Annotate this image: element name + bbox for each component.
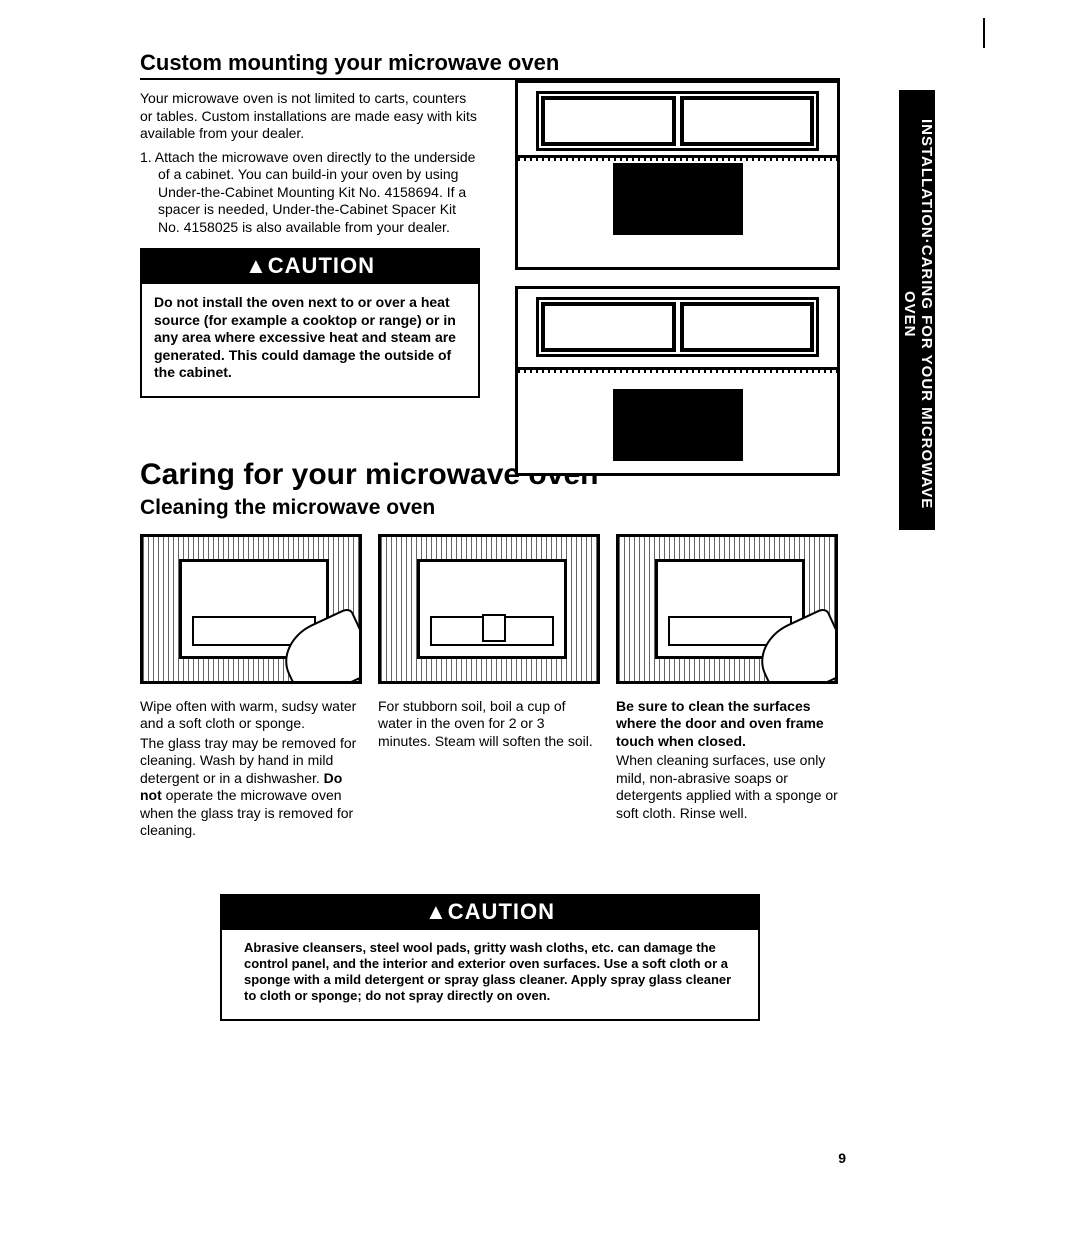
mounting-intro: Your microwave oven is not limited to ca…	[140, 90, 480, 143]
caring-section: Caring for your microwave oven Cleaning …	[140, 458, 840, 1021]
page-number: 9	[838, 1150, 846, 1166]
figure-on-counter	[515, 286, 840, 476]
cleaning-figure-1	[140, 534, 362, 684]
cleaning-text-1b: The glass tray may be removed for cleani…	[140, 735, 362, 840]
cleaning-text-2a: For stubborn soil, boil a cup of water i…	[378, 698, 600, 751]
counter-line	[518, 155, 837, 161]
page-content: Custom mounting your microwave oven Your…	[140, 50, 840, 1021]
cabinet-illustration	[536, 91, 819, 151]
cleaning-col-1: Wipe often with warm, sudsy water and a …	[140, 534, 362, 842]
cabinet-door	[680, 302, 815, 352]
cabinet-door	[680, 96, 815, 146]
bold-text: Be sure to clean the surfaces where the …	[616, 698, 824, 749]
figure-under-cabinet	[515, 80, 840, 270]
mounting-section: Custom mounting your microwave oven Your…	[140, 50, 840, 398]
caution-box-1: ▲CAUTION Do not install the oven next to…	[140, 248, 480, 398]
cabinet-door	[541, 302, 676, 352]
cabinet-illustration	[536, 297, 819, 357]
oven-open-illustration	[417, 559, 567, 659]
cleaning-text-1: Wipe often with warm, sudsy water and a …	[140, 698, 362, 840]
cleaning-subheading: Cleaning the microwave oven	[140, 496, 840, 522]
cleaning-text-2: For stubborn soil, boil a cup of water i…	[378, 698, 600, 751]
caution-body: Abrasive cleansers, steel wool pads, gri…	[222, 930, 758, 1019]
cleaning-figure-2	[378, 534, 600, 684]
cleaning-row: Wipe often with warm, sudsy water and a …	[140, 534, 840, 842]
text: operate the microwave oven when the glas…	[140, 787, 353, 838]
counter-line	[518, 367, 837, 373]
cleaning-col-2: For stubborn soil, boil a cup of water i…	[378, 534, 600, 842]
cabinet-door	[541, 96, 676, 146]
cleaning-figure-3	[616, 534, 838, 684]
caution-label: ▲CAUTION	[222, 896, 758, 930]
mounting-heading: Custom mounting your microwave oven	[140, 50, 840, 80]
caution-body: Do not install the oven next to or over …	[142, 284, 478, 396]
cleaning-text-3a: Be sure to clean the surfaces where the …	[616, 698, 838, 751]
scan-artifact	[983, 18, 985, 48]
steam-cup-illustration	[482, 614, 506, 642]
caution-box-2: ▲CAUTION Abrasive cleansers, steel wool …	[220, 894, 760, 1021]
microwave-illustration	[613, 163, 743, 235]
side-tab: INSTALLATION·CARING FOR YOUR MICROWAVE O…	[899, 90, 935, 530]
cleaning-text-1a: Wipe often with warm, sudsy water and a …	[140, 698, 362, 733]
cleaning-text-3: Be sure to clean the surfaces where the …	[616, 698, 838, 823]
caution-label: ▲CAUTION	[142, 250, 478, 284]
mounting-step-1: 1. Attach the microwave oven directly to…	[140, 149, 480, 237]
cleaning-col-3: Be sure to clean the surfaces where the …	[616, 534, 838, 842]
microwave-illustration	[613, 389, 743, 461]
cleaning-text-3b: When cleaning surfaces, use only mild, n…	[616, 752, 838, 822]
mounting-figures	[515, 80, 840, 492]
